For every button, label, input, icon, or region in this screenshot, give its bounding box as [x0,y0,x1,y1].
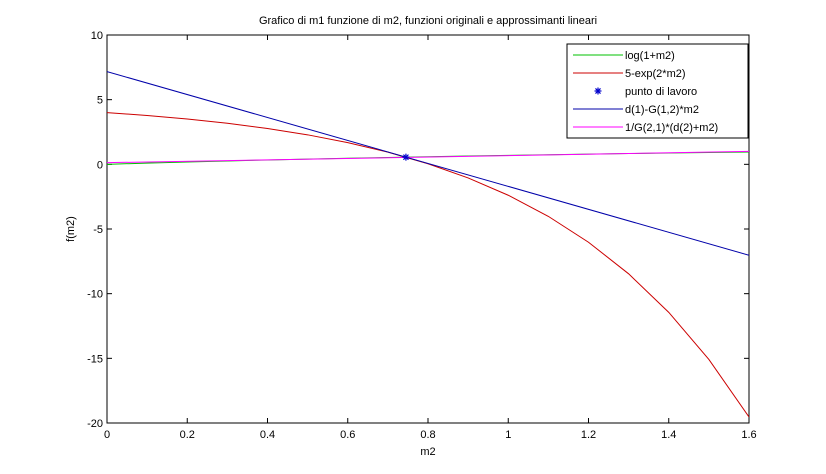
series-line-d-1-g-1-2-m2 [107,71,749,256]
legend-label: 1/G(2,1)*(d(2)+m2) [625,122,718,134]
legend-item-1-g-2-1-d-2-m2: 1/G(2,1)*(d(2)+m2) [573,122,718,134]
y-tick-label: -5 [93,224,103,236]
legend-item-5-exp-2-m2: 5-exp(2*m2) [573,68,686,80]
legend-label: punto di lavoro [625,86,697,98]
x-tick-label: 1 [505,429,511,441]
y-axis-label: f(m2) [65,216,77,242]
y-tick-label: 5 [97,95,103,107]
chart-title: Grafico di m1 funzione di m2, funzioni o… [259,15,597,27]
x-tick-label: 0.2 [180,429,195,441]
y-tick-label: -10 [87,289,103,301]
legend-label: log(1+m2) [625,50,675,62]
x-tick-label: 1.6 [741,429,756,441]
x-axis-label: m2 [420,446,435,458]
legend: log(1+m2) 5-exp(2*m2) punto di lavoro d(1)-… [566,43,749,139]
x-tick-label: 0.8 [420,429,435,441]
x-tick-label: 0.6 [340,429,355,441]
legend-item-log-1-m2: log(1+m2) [573,50,675,62]
y-tick-label: 0 [97,159,103,171]
series-layer [107,71,749,418]
legend-item-d-1-g-1-2-m2: d(1)-G(1,2)*m2 [573,104,699,116]
legend-item-punto-di-lavoro: punto di lavoro [594,86,697,98]
axis-ticks: 0 0.2 0.4 0.6 0.8 1 1.2 1.4 1.6 -20 -15 -10 -5 0 5 10 [87,30,757,441]
legend-label: d(1)-G(1,2)*m2 [625,104,699,116]
series-line-1-g-2-1-d-2-m2 [107,150,749,164]
x-tick-label: 1.4 [661,429,676,441]
legend-swatch [594,87,602,95]
x-tick-label: 0.4 [260,429,275,441]
series-point-punto-di-lavoro [402,153,410,161]
x-tick-label: 1.2 [581,429,596,441]
y-tick-label: 10 [91,30,103,42]
y-tick-label: -20 [87,418,103,430]
legend-label: 5-exp(2*m2) [625,68,686,80]
x-tick-label: 0 [104,429,110,441]
y-tick-label: -15 [87,353,103,365]
